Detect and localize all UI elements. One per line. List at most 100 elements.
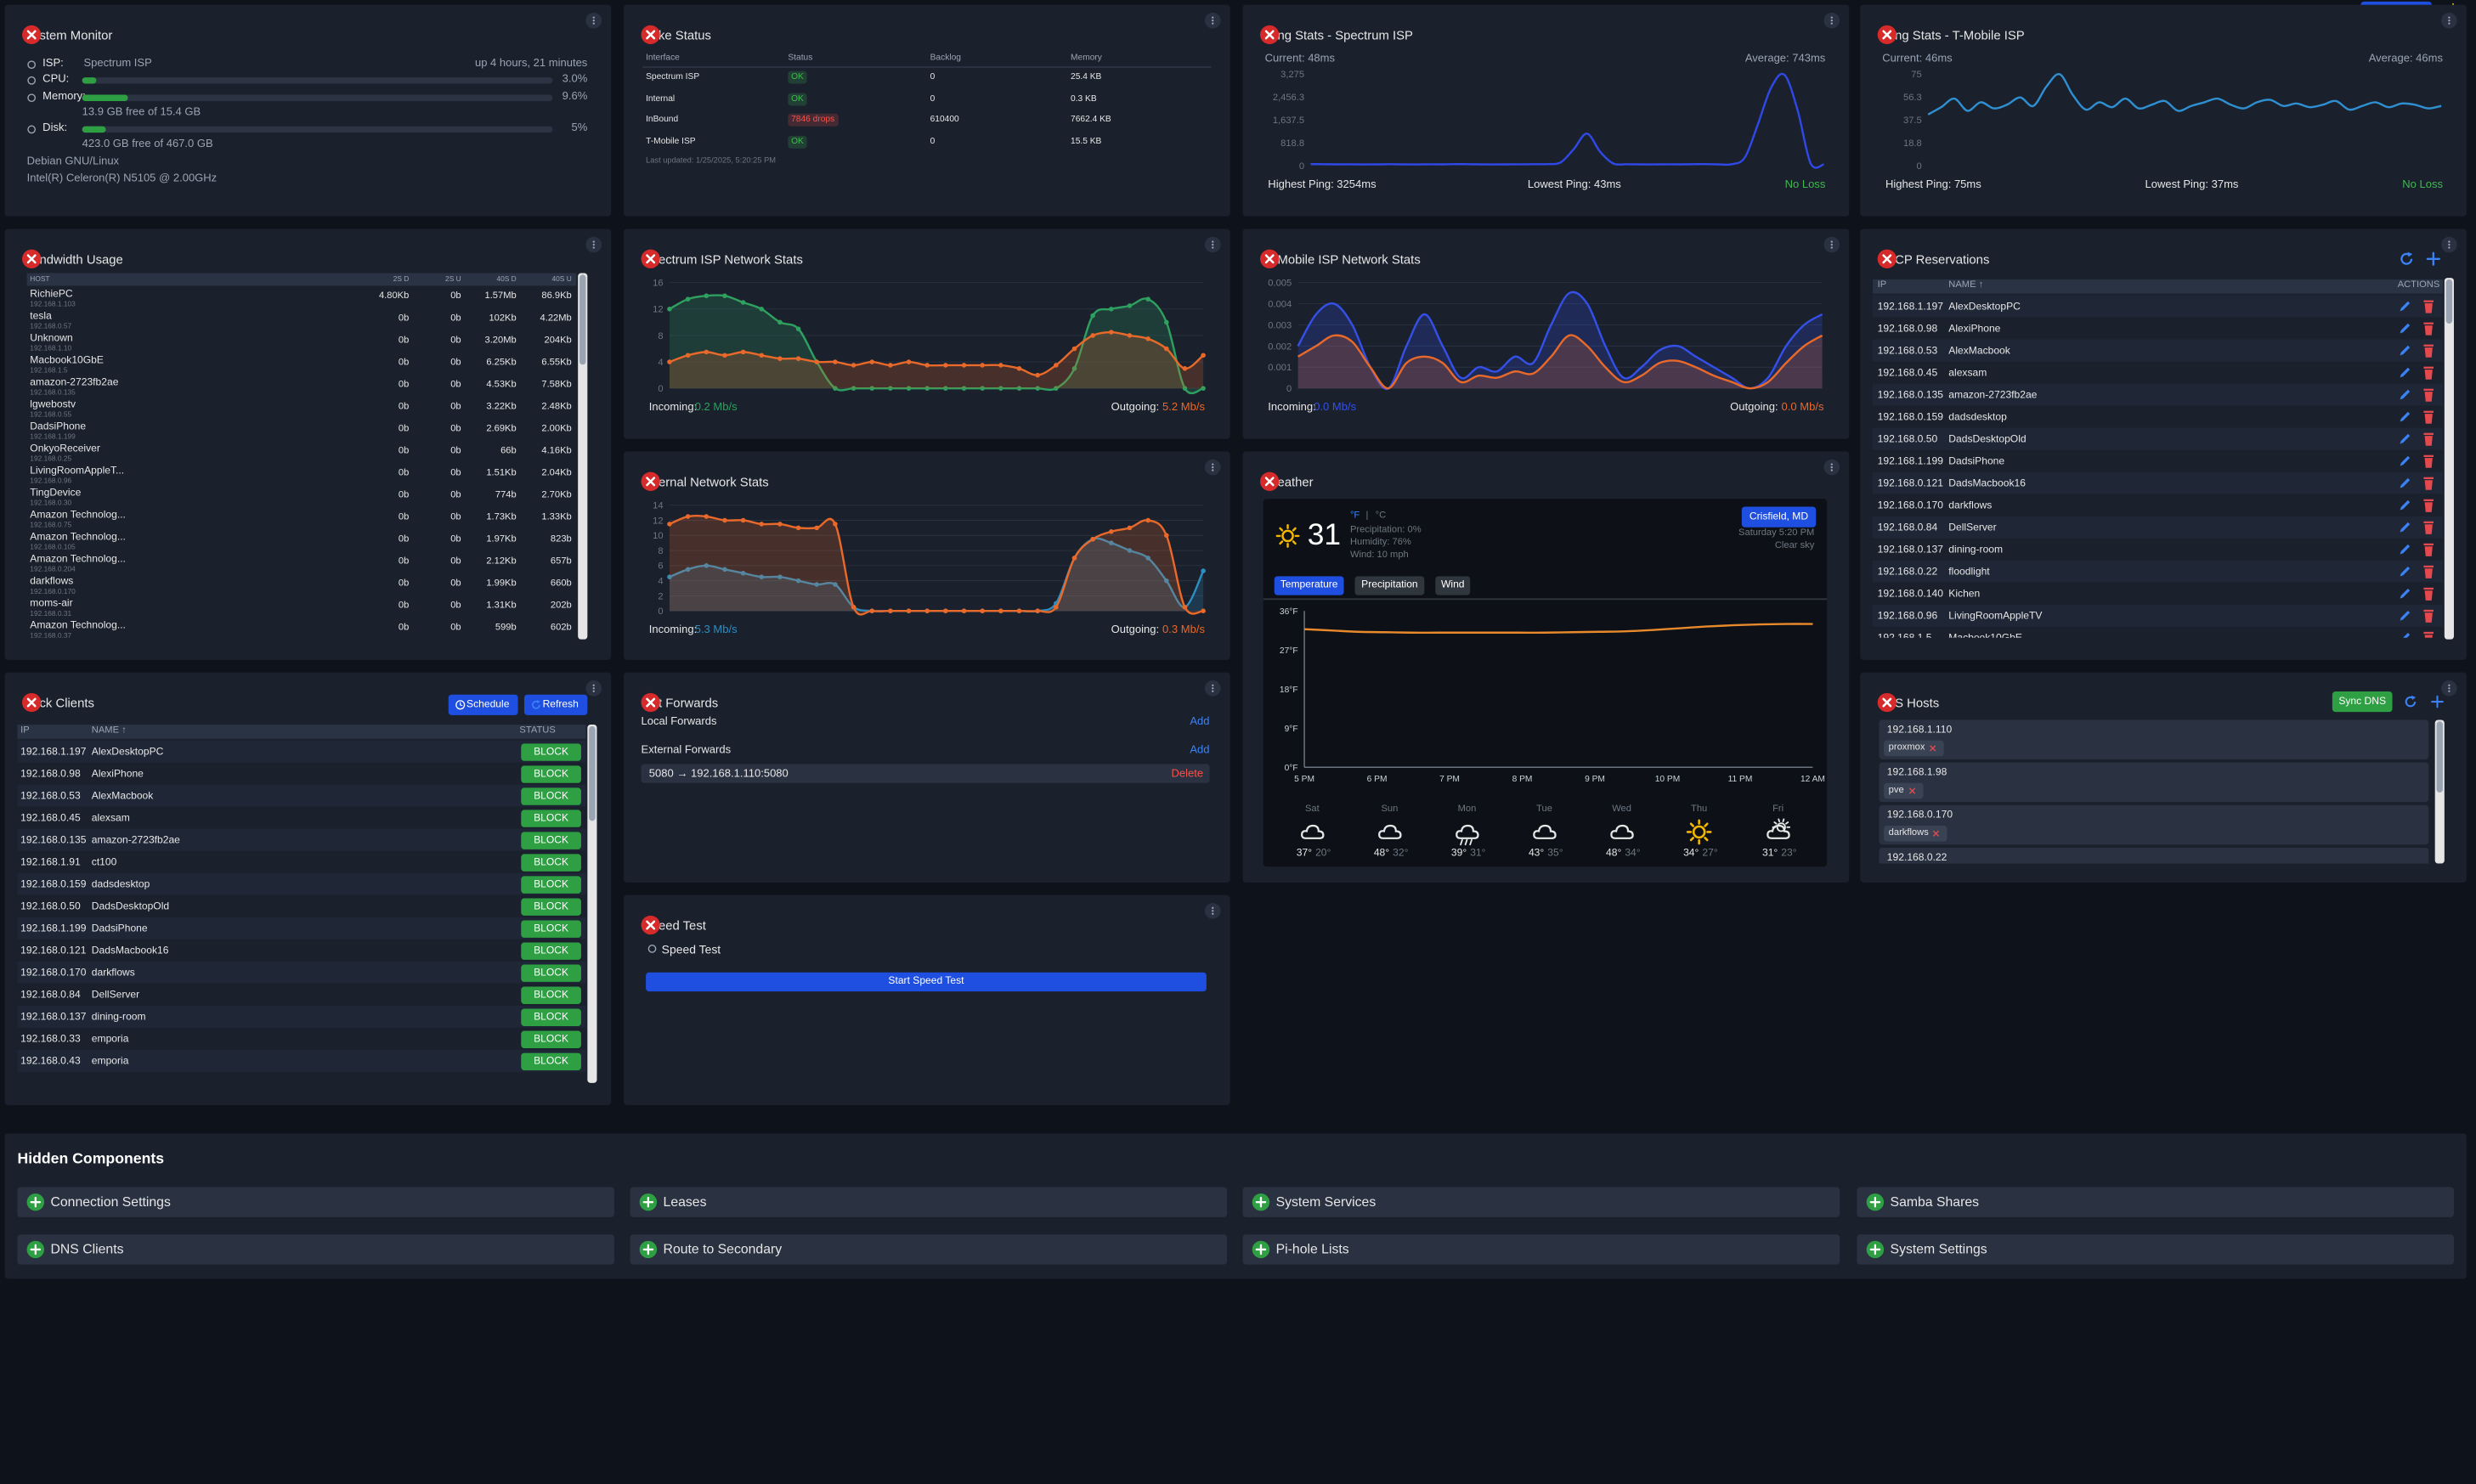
pencil-icon[interactable] — [2397, 320, 2413, 336]
trash-icon[interactable] — [2421, 298, 2437, 314]
button[interactable]: BLOCK — [521, 765, 581, 782]
close-icon[interactable] — [641, 915, 660, 935]
pencil-icon[interactable] — [2397, 497, 2413, 513]
button[interactable]: BLOCK — [521, 897, 581, 915]
link[interactable]: Add — [1190, 716, 1210, 728]
trash-icon[interactable] — [2421, 607, 2437, 624]
x-icon[interactable] — [1908, 786, 1917, 795]
button[interactable]: BLOCK — [521, 1007, 581, 1026]
x-icon[interactable] — [1928, 743, 1937, 753]
button[interactable]: BLOCK — [521, 941, 581, 959]
pencil-icon[interactable] — [2397, 519, 2413, 535]
plus-icon[interactable] — [2430, 695, 2445, 709]
trash-icon[interactable] — [2421, 475, 2437, 491]
pencil-icon[interactable] — [2397, 585, 2413, 601]
button[interactable]: BLOCK — [521, 875, 581, 893]
pencil-icon[interactable] — [2397, 342, 2413, 358]
pencil-icon[interactable] — [2397, 541, 2413, 557]
button[interactable]: BLOCK — [521, 985, 581, 1004]
trash-icon[interactable] — [2421, 431, 2437, 447]
pencil-icon[interactable] — [2397, 298, 2413, 314]
close-icon[interactable] — [1877, 692, 1897, 713]
grip-icon[interactable] — [1204, 236, 1221, 253]
hidden-item[interactable]: System Services — [1242, 1187, 1840, 1217]
hidden-item[interactable]: Connection Settings — [17, 1187, 614, 1217]
trash-icon[interactable] — [2421, 364, 2437, 381]
button[interactable]: BLOCK — [521, 919, 581, 937]
hidden-item[interactable]: Route to Secondary — [630, 1234, 1227, 1265]
close-icon[interactable] — [1877, 249, 1897, 268]
pencil-icon[interactable] — [2397, 607, 2413, 624]
plusc-icon[interactable] — [1252, 1193, 1270, 1211]
button[interactable]: Precipitation — [1354, 576, 1425, 595]
hidden-item[interactable]: DNS Clients — [17, 1234, 614, 1265]
plusc-icon[interactable] — [26, 1193, 45, 1211]
trash-icon[interactable] — [2421, 519, 2437, 535]
pencil-icon[interactable] — [2397, 387, 2413, 403]
trash-icon[interactable] — [2421, 585, 2437, 601]
trash-icon[interactable] — [2421, 630, 2437, 638]
grip-icon[interactable] — [2441, 236, 2457, 253]
trash-icon[interactable] — [2421, 387, 2437, 403]
unit[interactable]: °C — [1375, 511, 1387, 522]
trash-icon[interactable] — [2421, 453, 2437, 469]
pencil-icon[interactable] — [2397, 475, 2413, 491]
hidden-item[interactable]: System Settings — [1857, 1234, 2454, 1265]
close-icon[interactable] — [22, 249, 42, 268]
button[interactable]: BLOCK — [521, 853, 581, 871]
plusc-icon[interactable] — [1866, 1240, 1885, 1259]
close-icon[interactable] — [1260, 471, 1280, 491]
scrollbar-thumb[interactable] — [589, 725, 596, 821]
trash-icon[interactable] — [2421, 497, 2437, 513]
button[interactable]: BLOCK — [521, 1030, 581, 1048]
grip-icon[interactable] — [1823, 459, 1840, 476]
hidden-item[interactable]: Pi-hole Lists — [1242, 1234, 1840, 1265]
trash-icon[interactable] — [2421, 409, 2437, 425]
unit[interactable]: °F — [1349, 511, 1360, 522]
button[interactable]: BLOCK — [521, 963, 581, 982]
grip-icon[interactable] — [1204, 680, 1221, 697]
refresh-icon[interactable] — [2404, 695, 2418, 709]
close-icon[interactable] — [22, 25, 42, 45]
grip-icon[interactable] — [2441, 680, 2457, 697]
scrollbar-thumb[interactable] — [579, 274, 586, 365]
pencil-icon[interactable] — [2397, 364, 2413, 381]
scrollbar-thumb[interactable] — [2445, 279, 2453, 324]
link[interactable]: Add — [1190, 745, 1210, 757]
trash-icon[interactable] — [2421, 342, 2437, 358]
pencil-icon[interactable] — [2397, 563, 2413, 579]
button[interactable]: BLOCK — [521, 831, 581, 849]
button[interactable]: Sync DNS — [2332, 691, 2393, 713]
plusc-icon[interactable] — [639, 1240, 658, 1259]
trash-icon[interactable] — [2421, 541, 2437, 557]
refresh-icon[interactable] — [2399, 251, 2415, 267]
button[interactable]: Wind — [1435, 576, 1471, 595]
button[interactable]: Start Speed Test — [646, 972, 1207, 992]
button[interactable]: Crisfield, MD — [1741, 506, 1817, 528]
close-icon[interactable] — [1260, 249, 1280, 268]
link[interactable]: Delete — [1171, 768, 1204, 780]
grip-icon[interactable] — [1204, 459, 1221, 476]
button[interactable]: BLOCK — [521, 742, 581, 760]
plusc-icon[interactable] — [26, 1240, 45, 1259]
close-icon[interactable] — [22, 692, 42, 713]
close-icon[interactable] — [641, 25, 660, 45]
plusc-icon[interactable] — [1252, 1240, 1270, 1259]
button[interactable]: Temperature — [1274, 576, 1344, 595]
plus-icon[interactable] — [2426, 251, 2442, 267]
grip-icon[interactable] — [2441, 12, 2457, 29]
trash-icon[interactable] — [2421, 320, 2437, 336]
pencil-icon[interactable] — [2397, 431, 2413, 447]
hidden-item[interactable]: Leases — [630, 1187, 1227, 1217]
grip-icon[interactable] — [1823, 236, 1840, 253]
x-icon[interactable] — [1931, 829, 1941, 838]
pencil-icon[interactable] — [2397, 453, 2413, 469]
grip-icon[interactable] — [585, 236, 602, 253]
close-icon[interactable] — [1877, 25, 1897, 45]
plusc-icon[interactable] — [639, 1193, 658, 1211]
hidden-item[interactable]: Samba Shares — [1857, 1187, 2454, 1217]
button[interactable]: Refresh — [523, 694, 588, 715]
button[interactable]: BLOCK — [521, 1052, 581, 1070]
plusc-icon[interactable] — [1866, 1193, 1885, 1211]
close-icon[interactable] — [641, 249, 660, 268]
